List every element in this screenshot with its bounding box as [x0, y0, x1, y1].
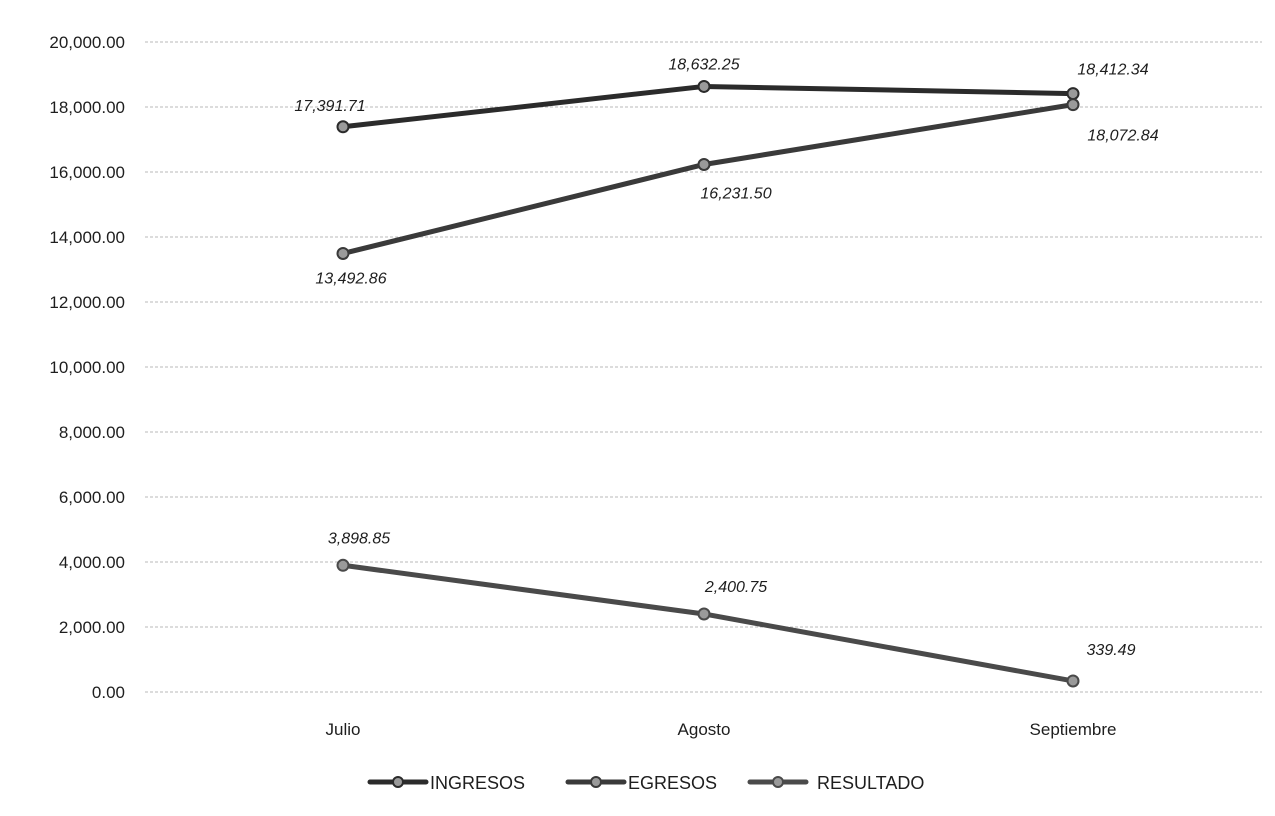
- y-tick-label: 0.00: [92, 683, 125, 702]
- y-tick-label: 10,000.00: [49, 358, 125, 377]
- y-tick-label: 4,000.00: [59, 553, 125, 572]
- legend: INGRESOS EGRESOS RESULTADO: [367, 773, 924, 793]
- y-tick-label: 14,000.00: [49, 228, 125, 247]
- y-tick-label: 6,000.00: [59, 488, 125, 507]
- y-tick-label: 18,000.00: [49, 98, 125, 117]
- y-tick-label: 8,000.00: [59, 423, 125, 442]
- legend-marker-resultado: [772, 776, 784, 788]
- gridlines: [145, 41, 1262, 693]
- data-label-egresos: 18,072.84: [1087, 128, 1158, 145]
- data-point-ingresos: [697, 79, 711, 93]
- x-tick-label: Septiembre: [1030, 720, 1117, 739]
- data-point-ingresos: [336, 120, 350, 134]
- data-point-egresos: [697, 157, 711, 171]
- data-label-resultado: 3,898.85: [328, 530, 390, 547]
- data-label-egresos: 16,231.50: [700, 185, 771, 202]
- data-point-resultado: [1066, 674, 1080, 688]
- x-axis-tick-labels: Julio Agosto Septiembre: [326, 720, 1117, 739]
- y-axis-tick-labels: 0.00 2,000.00 4,000.00 6,000.00 8,000.00 10,0…: [49, 33, 125, 702]
- data-point-resultado: [336, 558, 350, 572]
- data-point-resultado: [697, 607, 711, 621]
- series-lines: [336, 79, 1080, 688]
- data-label-ingresos: 18,412.34: [1077, 62, 1148, 79]
- y-tick-label: 20,000.00: [49, 33, 125, 52]
- data-labels: 17,391.71 18,632.25 18,412.34 13,492.86 16,2…: [294, 56, 1158, 659]
- legend-label-resultado: RESULTADO: [817, 773, 924, 793]
- data-label-resultado: 2,400.75: [704, 579, 767, 596]
- y-tick-label: 2,000.00: [59, 618, 125, 637]
- x-tick-label: Agosto: [678, 720, 731, 739]
- series-line-egresos: [340, 102, 1076, 256]
- legend-marker-ingresos: [392, 776, 404, 788]
- legend-marker-egresos: [590, 776, 602, 788]
- data-label-resultado: 339.49: [1087, 642, 1136, 659]
- data-point-egresos: [336, 246, 350, 260]
- data-label-egresos: 13,492.86: [315, 270, 386, 287]
- data-point-ingresos: [1066, 87, 1080, 101]
- legend-label-egresos: EGRESOS: [628, 773, 717, 793]
- y-tick-label: 16,000.00: [49, 163, 125, 182]
- x-tick-label: Julio: [326, 720, 361, 739]
- data-label-ingresos: 17,391.71: [294, 98, 365, 115]
- y-tick-label: 12,000.00: [49, 293, 125, 312]
- data-point-egresos: [1066, 98, 1080, 112]
- data-label-ingresos: 18,632.25: [668, 56, 739, 73]
- legend-label-ingresos: INGRESOS: [430, 773, 525, 793]
